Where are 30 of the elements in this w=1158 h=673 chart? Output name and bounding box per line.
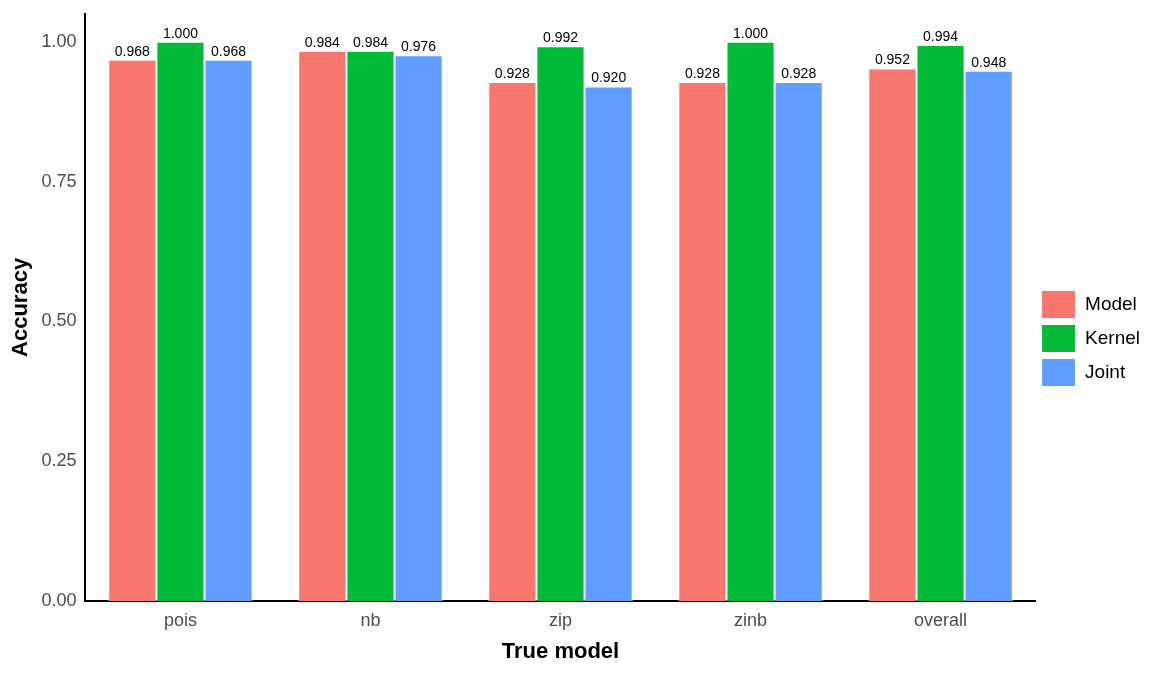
data-label: 1.000 [162,24,199,41]
x-tick-label: zip [549,609,573,630]
data-label: 0.992 [542,29,579,46]
y-tick-label: 0.25 [41,450,77,471]
data-label: 1.000 [733,24,769,41]
data-label: 0.928 [684,64,721,81]
data-label: 0.928 [494,64,531,81]
data-label: 0.948 [971,53,1007,70]
data-label: 0.976 [401,38,437,55]
x-tick-label: nb [360,609,381,630]
data-label: 0.994 [923,27,959,44]
data-label: 0.968 [211,42,247,59]
data-label: 0.920 [591,69,627,86]
legend-label: Model [1085,292,1137,314]
data-label: 0.928 [781,64,817,81]
y-tick-label: 0.00 [41,589,77,610]
x-tick-label: overall [914,609,968,630]
y-axis-title: Accuracy [7,257,33,357]
y-tick-label: 0.50 [41,310,77,331]
y-tick-label: 0.75 [41,170,77,191]
data-label: 0.984 [304,33,341,50]
data-label: 0.984 [352,33,389,50]
x-tick-label: pois [163,609,197,630]
legend-label: Joint [1085,360,1126,382]
x-axis-title: True model [501,637,620,663]
data-label: 0.952 [874,51,911,68]
data-label: 0.968 [114,42,151,59]
y-tick-label: 1.00 [41,30,77,51]
x-tick-label: zinb [734,609,768,630]
legend-label: Kernel [1085,326,1140,348]
